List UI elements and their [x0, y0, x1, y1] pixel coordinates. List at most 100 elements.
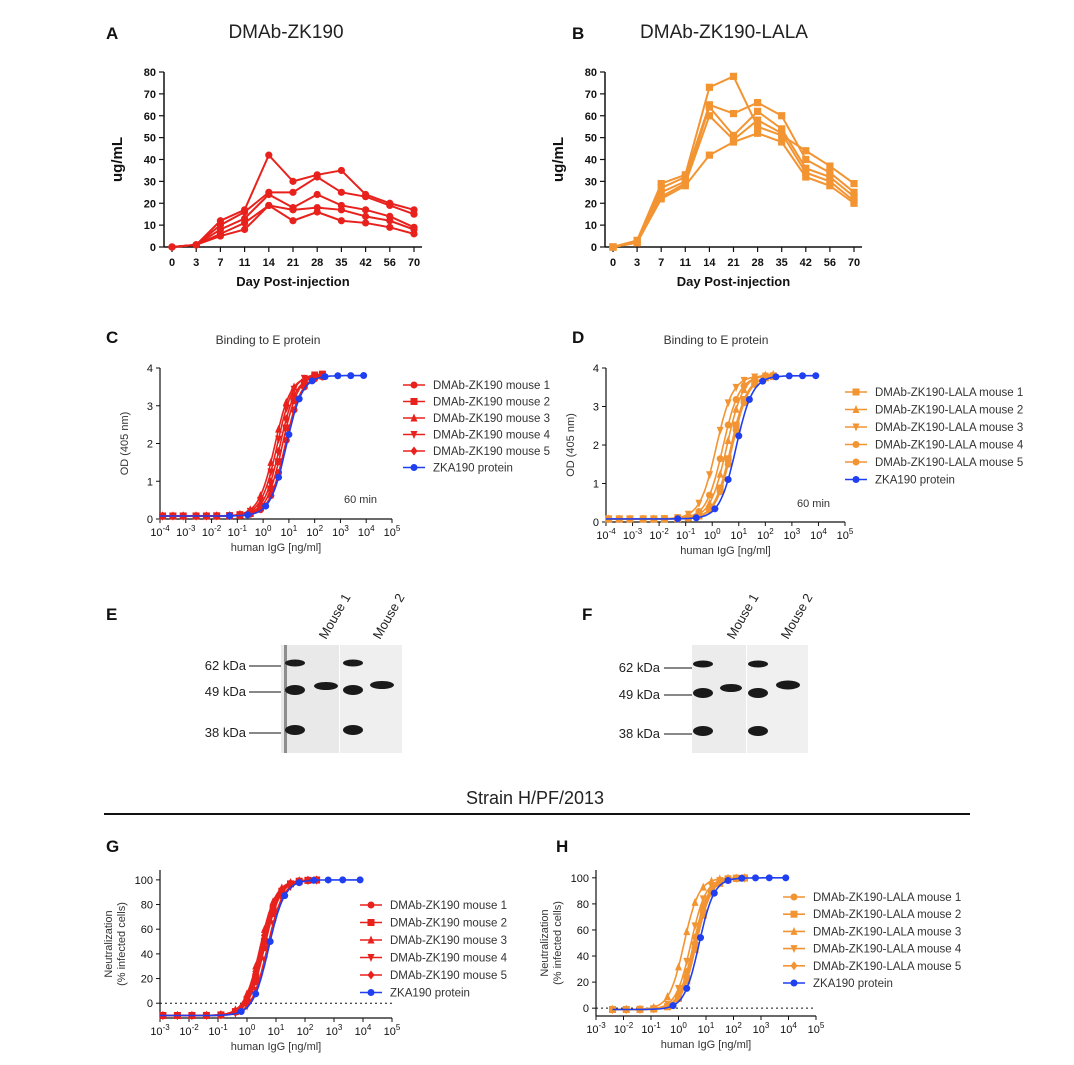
x-tick-label: 10-4: [150, 524, 170, 539]
data-point: [740, 376, 748, 385]
data-point: [738, 874, 746, 882]
data-point: [313, 173, 321, 181]
data-point: [782, 874, 790, 882]
data-point: [260, 930, 268, 940]
data-point: [410, 210, 418, 218]
legend-label: DMAb-ZK190 mouse 2: [390, 918, 507, 930]
y-axis-label: ug/mL: [109, 137, 126, 182]
x-tick-label: 105: [384, 1023, 401, 1038]
legend-marker: [410, 398, 418, 405]
data-point: [683, 977, 691, 985]
legend-label: DMAb-ZK190 mouse 5: [390, 970, 507, 982]
data-point: [290, 397, 298, 405]
data-point: [410, 230, 418, 238]
x-axis-label: human IgG [ng/ml]: [680, 545, 771, 557]
data-point: [360, 372, 368, 380]
data-point: [324, 876, 332, 884]
data-point: [275, 473, 283, 481]
data-point: [826, 182, 834, 190]
data-point: [262, 502, 270, 510]
data-point: [826, 162, 834, 170]
data-point: [754, 123, 762, 131]
y-tick-label: 40: [577, 951, 589, 963]
legend-label: DMAb-ZK190-LALA mouse 2: [875, 405, 1023, 417]
data-point: [729, 131, 738, 140]
data-point: [275, 458, 283, 466]
blot-f-marker-49: 49 kDa: [619, 687, 661, 702]
y-axis-label-line-2: (% infected cells): [116, 902, 128, 986]
legend-label: DMAb-ZK190-LALA mouse 1: [875, 387, 1023, 399]
data-point: [802, 164, 810, 172]
y-axis-label: OD (405 nm): [119, 412, 131, 476]
data-point: [386, 201, 394, 210]
y-tick-label: 40: [585, 155, 597, 167]
x-tick-label: 14: [703, 257, 716, 269]
legend-marker: [790, 893, 798, 901]
legend-marker: [367, 970, 375, 980]
y-tick-label: 50: [144, 133, 156, 145]
legend-marker: [410, 431, 418, 439]
data-point: [675, 962, 682, 971]
x-tick-label: 101: [281, 524, 298, 539]
data-point: [691, 946, 699, 954]
data-point: [691, 897, 699, 906]
chart-c: 0 1 2 3 4 10-4 10-3 10-2 10-1 100 101 102 103 104 105 h…: [119, 363, 551, 554]
data-point: [802, 147, 810, 155]
x-tick-label: 10-3: [150, 1023, 170, 1038]
x-tick-label: 10-1: [208, 1023, 228, 1038]
data-point: [657, 188, 665, 196]
data-point: [269, 900, 277, 910]
data-point: [812, 372, 820, 380]
x-tick-label: 7: [217, 257, 223, 269]
data-point: [313, 190, 321, 199]
data-point: [705, 112, 713, 120]
y-tick-label: 0: [150, 242, 156, 254]
x-tick-label: 105: [808, 1021, 825, 1036]
x-axis-label: human IgG [ng/ml]: [231, 1041, 322, 1053]
data-point: [732, 383, 740, 392]
legend-marker: [410, 381, 418, 389]
data-point: [260, 937, 268, 945]
blot-f-band-mouse-2: [776, 680, 800, 690]
data-point: [692, 514, 700, 522]
data-point: [691, 933, 699, 943]
data-point: [337, 206, 345, 214]
blot-f-marker-62: 62 kDa: [619, 660, 661, 675]
fit-curve: [606, 373, 774, 520]
strain-title: Strain H/PF/2013: [466, 788, 604, 808]
fit-curve: [160, 373, 323, 517]
legend-label: DMAb-ZK190-LALA mouse 5: [813, 961, 961, 973]
data-point: [850, 193, 858, 201]
blot-e-marker-49: 49 kDa: [205, 684, 247, 699]
panel-letter-e: E: [106, 605, 117, 624]
blot-f-lane-mouse-1: Mouse 1: [724, 591, 762, 642]
x-tick-label: 104: [810, 527, 827, 542]
data-point: [729, 109, 738, 118]
data-point: [168, 243, 176, 251]
data-point: [308, 377, 316, 385]
x-tick-label: 10-1: [641, 1021, 661, 1036]
legend-label: DMAb-ZK190-LALA mouse 3: [813, 926, 961, 938]
y-axis-label-line-1: Neutralization: [539, 909, 551, 976]
legend-marker: [852, 388, 860, 396]
data-point: [716, 484, 724, 492]
fit-curve: [160, 879, 317, 1017]
y-axis-label-line-1: Neutralization: [103, 910, 115, 977]
data-point: [802, 155, 810, 164]
data-point: [362, 206, 370, 214]
data-point: [785, 372, 793, 380]
data-point: [241, 208, 249, 216]
data-point: [745, 396, 753, 404]
data-point: [754, 116, 762, 124]
blot-e-edge: [284, 645, 287, 753]
legend-label: DMAb-ZK190 mouse 3: [433, 413, 550, 425]
data-point: [657, 184, 665, 192]
data-point: [267, 485, 275, 493]
legend-marker: [852, 405, 860, 413]
y-tick-label: 30: [144, 176, 156, 188]
data-point: [699, 895, 707, 904]
data-point: [275, 446, 283, 456]
x-tick-label: 101: [268, 1023, 285, 1038]
data-point: [310, 876, 318, 884]
y-tick-label: 1: [593, 479, 599, 491]
